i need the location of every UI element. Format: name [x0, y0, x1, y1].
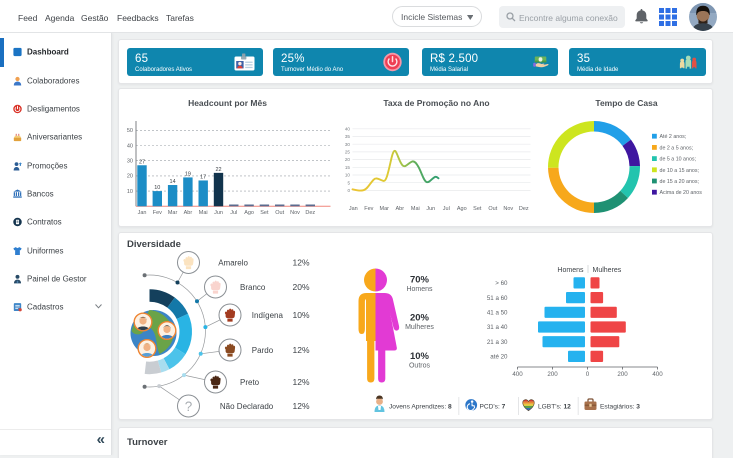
- svg-text:Amarelo: Amarelo: [218, 259, 248, 268]
- svg-text:Homens: Homens: [557, 267, 584, 274]
- svg-text:41 a 50: 41 a 50: [487, 310, 508, 317]
- svg-text:17: 17: [200, 174, 206, 180]
- svg-text:12%: 12%: [292, 377, 309, 387]
- svg-text:10: 10: [345, 173, 351, 178]
- svg-text:Set: Set: [473, 206, 482, 212]
- svg-text:20: 20: [345, 157, 351, 162]
- svg-text:10%: 10%: [410, 351, 430, 362]
- svg-text:Jovens Aprendizes: 8: Jovens Aprendizes: 8: [389, 404, 452, 411]
- svg-text:22: 22: [215, 167, 221, 173]
- svg-text:5: 5: [347, 180, 350, 185]
- svg-text:de 15 a 20 anos;: de 15 a 20 anos;: [660, 179, 699, 185]
- svg-text:Mar: Mar: [168, 210, 178, 216]
- svg-text:0: 0: [347, 188, 350, 193]
- svg-text:25: 25: [345, 150, 351, 155]
- svg-text:30: 30: [127, 159, 133, 165]
- svg-text:> 60: > 60: [495, 280, 508, 287]
- svg-text:10: 10: [127, 189, 133, 195]
- svg-text:400: 400: [652, 371, 663, 378]
- svg-text:200: 200: [617, 371, 628, 378]
- svg-text:Jan: Jan: [138, 210, 147, 216]
- svg-text:12%: 12%: [292, 258, 309, 268]
- svg-text:Jul: Jul: [230, 210, 237, 216]
- svg-text:Jan: Jan: [349, 206, 358, 212]
- svg-text:15: 15: [345, 165, 351, 170]
- svg-text:Ago: Ago: [244, 210, 254, 216]
- svg-text:Preto: Preto: [240, 378, 260, 387]
- svg-text:Branco: Branco: [240, 283, 266, 292]
- svg-text:Abr: Abr: [184, 210, 193, 216]
- svg-text:12%: 12%: [292, 401, 309, 411]
- svg-text:de 5 a 10 anos;: de 5 a 10 anos;: [660, 157, 697, 163]
- svg-text:Até 2 anos;: Até 2 anos;: [660, 134, 687, 140]
- svg-text:20%: 20%: [410, 313, 430, 324]
- svg-text:PCD's: 7: PCD's: 7: [480, 404, 506, 411]
- svg-text:Mulheres: Mulheres: [405, 324, 434, 331]
- svg-text:30: 30: [345, 142, 351, 147]
- svg-text:50: 50: [127, 128, 133, 134]
- svg-text:Nov: Nov: [503, 206, 513, 212]
- svg-text:0: 0: [586, 371, 590, 378]
- svg-text:Jul: Jul: [443, 206, 450, 212]
- svg-text:Indígena: Indígena: [252, 311, 284, 320]
- svg-text:Out: Out: [488, 206, 497, 212]
- svg-text:Outros: Outros: [409, 363, 431, 370]
- svg-text:Acima de 20 anos: Acima de 20 anos: [660, 190, 703, 196]
- svg-text:Não Declarado: Não Declarado: [220, 402, 274, 411]
- svg-text:LGBT's: 12: LGBT's: 12: [538, 404, 571, 411]
- svg-text:Fev: Fev: [364, 206, 373, 212]
- svg-text:Pardo: Pardo: [252, 346, 274, 355]
- svg-text:400: 400: [512, 371, 523, 378]
- svg-text:Dez: Dez: [305, 210, 315, 216]
- svg-text:10%: 10%: [292, 310, 309, 320]
- svg-text:20: 20: [127, 174, 133, 180]
- svg-text:Mai: Mai: [411, 206, 420, 212]
- svg-text:10: 10: [154, 185, 160, 191]
- svg-text:Mulheres: Mulheres: [593, 267, 622, 274]
- svg-text:Abr: Abr: [396, 206, 405, 212]
- svg-text:Set: Set: [260, 210, 269, 216]
- svg-text:Nov: Nov: [290, 210, 300, 216]
- svg-text:51 a 60: 51 a 60: [487, 295, 508, 302]
- svg-text:Dez: Dez: [519, 206, 529, 212]
- svg-text:35: 35: [345, 134, 351, 139]
- svg-text:Jun: Jun: [214, 210, 223, 216]
- svg-text:12%: 12%: [292, 345, 309, 355]
- svg-text:Ago: Ago: [457, 206, 467, 212]
- svg-text:Mar: Mar: [380, 206, 390, 212]
- svg-text:Jun: Jun: [426, 206, 435, 212]
- svg-text:70%: 70%: [410, 275, 430, 286]
- svg-text:de 10 a 15 anos;: de 10 a 15 anos;: [660, 168, 699, 174]
- svg-text:40: 40: [127, 143, 133, 149]
- svg-text:de 2 a 5 anos;: de 2 a 5 anos;: [660, 145, 694, 151]
- svg-text:31 a 40: 31 a 40: [487, 324, 508, 331]
- svg-text:Estagiários: 3: Estagiários: 3: [600, 404, 640, 411]
- svg-text:Homens: Homens: [406, 286, 433, 293]
- svg-text:Mai: Mai: [199, 210, 208, 216]
- svg-text:200: 200: [547, 371, 558, 378]
- svg-text:20%: 20%: [292, 282, 309, 292]
- svg-text:40: 40: [345, 126, 351, 131]
- svg-text:Fev: Fev: [153, 210, 162, 216]
- svg-text:Out: Out: [275, 210, 284, 216]
- svg-text:21 a 30: 21 a 30: [487, 339, 508, 346]
- svg-text:?: ?: [185, 399, 193, 414]
- svg-text:27: 27: [139, 159, 145, 165]
- svg-text:até 20: até 20: [490, 354, 508, 361]
- svg-text:19: 19: [185, 171, 191, 177]
- svg-text:14: 14: [170, 179, 176, 185]
